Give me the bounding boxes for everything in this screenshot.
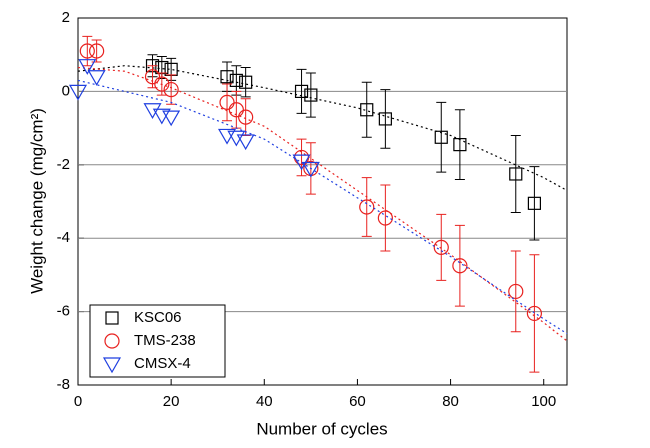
fit-line (77, 79, 568, 335)
x-axis-title: Number of cycles (256, 419, 387, 438)
x-tick-label: 80 (442, 393, 459, 410)
x-tick-label: 0 (74, 393, 82, 410)
marker (527, 196, 542, 210)
fit-line (77, 65, 568, 192)
error-bar (305, 72, 316, 118)
x-tick-label: 20 (163, 393, 180, 410)
marker (433, 239, 449, 255)
error-bar (222, 83, 233, 122)
marker (453, 138, 467, 152)
error-bar (166, 74, 177, 105)
marker (102, 357, 122, 374)
marker (301, 161, 320, 178)
marker (89, 43, 105, 59)
marker (87, 70, 106, 86)
y-tick-label: 2 (62, 9, 70, 26)
y-tick-label: -4 (57, 229, 70, 246)
error-bar (436, 101, 447, 173)
x-tick-label: 40 (256, 393, 273, 410)
marker (377, 210, 393, 226)
error-bar (361, 177, 372, 237)
marker (68, 84, 88, 101)
error-bar (361, 81, 372, 138)
error-bar (529, 166, 540, 241)
marker (219, 94, 235, 111)
plot-frame (77, 17, 568, 386)
error-bar (380, 184, 391, 252)
marker (378, 112, 392, 126)
marker (144, 69, 161, 85)
marker (508, 283, 524, 300)
marker (294, 84, 309, 99)
marker (79, 43, 95, 59)
marker (452, 258, 468, 274)
marker (239, 75, 253, 89)
marker (162, 110, 181, 127)
error-bar (510, 250, 521, 333)
marker (359, 199, 375, 215)
marker (360, 103, 374, 117)
marker (229, 73, 243, 87)
marker (143, 103, 162, 119)
legend-label: CMSX-4 (134, 355, 191, 372)
error-bar (454, 224, 465, 307)
error-bar (91, 39, 102, 63)
marker (526, 305, 543, 322)
legend-box (89, 304, 226, 378)
legend-label: TMS-238 (134, 332, 196, 349)
marker (163, 81, 179, 98)
error-bar (510, 134, 521, 214)
error-bar (240, 67, 251, 98)
legend-label: KSC06 (134, 309, 182, 326)
error-bar (82, 35, 93, 67)
y-tick-label: -6 (57, 303, 70, 320)
marker (220, 70, 234, 84)
marker (238, 109, 254, 125)
marker (227, 130, 246, 147)
error-bar (454, 109, 465, 180)
error-bar (296, 68, 307, 114)
marker (104, 333, 120, 349)
marker (304, 88, 318, 102)
marker (78, 59, 97, 75)
y-axis-title: Weight change (mg/cm²) (27, 108, 46, 294)
error-bar (231, 90, 242, 129)
error-bar (436, 213, 447, 281)
marker (236, 134, 255, 151)
x-tick-label: 100 (531, 393, 556, 410)
error-bar (380, 89, 391, 149)
marker (105, 311, 119, 325)
y-tick-label: -8 (57, 376, 70, 393)
marker (434, 130, 448, 144)
error-bar (529, 254, 540, 373)
x-tick-label: 60 (349, 393, 366, 410)
marker (228, 102, 244, 118)
y-tick-label: -2 (57, 156, 70, 173)
fit-line (77, 66, 568, 342)
marker (154, 76, 170, 92)
y-tick-label: 0 (62, 82, 70, 99)
marker (509, 167, 523, 181)
